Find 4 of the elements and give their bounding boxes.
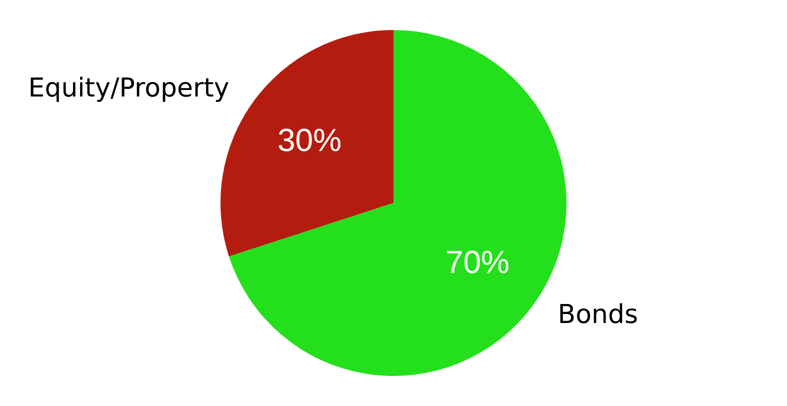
data-label: 70% [445, 244, 510, 280]
data-label: 30% [278, 122, 342, 158]
slice-label: Equity/Property [28, 73, 230, 104]
slice-label: Bonds [558, 300, 638, 330]
